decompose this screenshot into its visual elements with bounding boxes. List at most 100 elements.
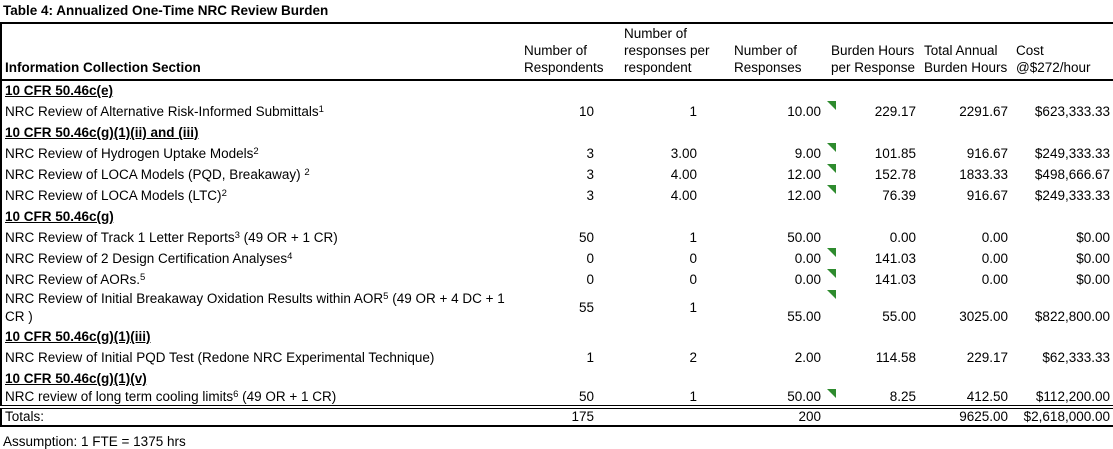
cell-burden-hours-per-response-value: 8.25 bbox=[889, 389, 916, 404]
cell-responses-value: 9.00 bbox=[794, 146, 821, 161]
cell-responses: 50.00 bbox=[731, 389, 836, 407]
table-header: Information Collection Section Number of … bbox=[1, 23, 1113, 81]
row-label: Totals: bbox=[5, 409, 45, 424]
cell-total-annual-burden-hours: 1833.33 bbox=[921, 164, 1013, 185]
cell-responses: 2.00 bbox=[731, 347, 828, 368]
section-heading: 10 CFR 50.46c(g)(1)(ii) and (iii) bbox=[5, 125, 199, 140]
cell-cost: $62,333.33 bbox=[1013, 347, 1113, 368]
row-label: NRC Review of Initial PQD Test (Redone N… bbox=[5, 350, 435, 365]
cell-responses-per-respondent: 0 bbox=[621, 269, 731, 290]
comment-flag-icon bbox=[827, 269, 836, 278]
cell-cost-value: $2,618,000.00 bbox=[1023, 409, 1110, 424]
cell-cost: $623,333.33 bbox=[1013, 101, 1113, 122]
cell-responses: 12.00 bbox=[731, 185, 836, 206]
cell-responses: 12.00 bbox=[731, 164, 836, 185]
cell-respondents-value: 3 bbox=[586, 145, 594, 161]
section-heading: 10 CFR 50.46c(g) bbox=[5, 209, 114, 224]
cell-total-annual-burden-hours: 3025.00 bbox=[921, 290, 1013, 326]
cell-cost: $2,618,000.00 bbox=[1013, 405, 1113, 426]
column-header: Information Collection Section bbox=[1, 23, 521, 81]
cell-total-annual-burden-hours-value: 1833.33 bbox=[959, 167, 1008, 182]
column-header: Burden Hours per Response bbox=[828, 23, 921, 81]
cell-responses-per-respondent-value: 0 bbox=[689, 250, 697, 266]
cell-responses-value: 55.00 bbox=[787, 309, 821, 324]
cell-respondents-value: 3 bbox=[586, 166, 594, 182]
row-label: NRC Review of Hydrogen Uptake Models bbox=[5, 146, 254, 161]
cell-responses: 200 bbox=[731, 405, 828, 426]
cell-total-annual-burden-hours-value: 9625.00 bbox=[959, 409, 1008, 424]
cell-responses-value: 2.00 bbox=[794, 350, 821, 365]
cell-total-annual-burden-hours: 2291.67 bbox=[921, 101, 1013, 122]
table-row: NRC Review of LOCA Models (PQD, Breakawa… bbox=[1, 164, 1113, 185]
footnote-marker: 6 bbox=[233, 388, 239, 400]
cell-responses-value: 0.00 bbox=[794, 272, 821, 287]
cell-responses-value: 0.00 bbox=[794, 251, 821, 266]
cell-respondents-value: 10 bbox=[578, 103, 594, 119]
cell-cost-value: $249,333.33 bbox=[1034, 146, 1110, 161]
row-label: NRC Review of Alternative Risk-Informed … bbox=[5, 104, 319, 119]
row-label: NRC Review of LOCA Models (PQD, Breakawa… bbox=[5, 167, 305, 182]
cell-burden-hours-per-response: 76.39 bbox=[828, 185, 921, 206]
cell-respondents-value: 0 bbox=[586, 250, 594, 266]
footnote-marker: 1 bbox=[318, 103, 324, 115]
cell-cost-value: $0.00 bbox=[1076, 272, 1110, 287]
cell-burden-hours-per-response-value: 114.58 bbox=[875, 350, 916, 365]
burden-table: Information Collection Section Number of … bbox=[0, 22, 1113, 427]
row-label: NRC review of long term cooling limits bbox=[5, 389, 234, 404]
cell-cost-value: $62,333.33 bbox=[1042, 350, 1110, 365]
section-row: 10 CFR 50.46c(e) bbox=[1, 80, 1113, 101]
cell-responses: 55.00 bbox=[731, 290, 836, 326]
footnote-marker: 5 bbox=[383, 290, 389, 302]
row-label-suffix: (49 OR + 4 DC + 1 CR ) bbox=[5, 291, 505, 324]
comment-flag-icon bbox=[827, 185, 836, 194]
footnote-marker: 4 bbox=[287, 250, 293, 262]
cell-respondents: 0 bbox=[521, 269, 621, 290]
header-row: Information Collection Section Number of … bbox=[1, 23, 1113, 81]
row-label: NRC Review of AORs. bbox=[5, 272, 141, 287]
row-label-cell: NRC Review of Initial PQD Test (Redone N… bbox=[1, 347, 521, 368]
section-cell: 10 CFR 50.46c(g)(1)(v) bbox=[1, 368, 1113, 389]
cell-respondents: 10 bbox=[521, 101, 621, 122]
cell-responses-per-respondent: 2 bbox=[621, 347, 731, 368]
cell-burden-hours-per-response-value: 55.00 bbox=[882, 309, 916, 324]
row-label-cell: NRC Review of 2 Design Certification Ana… bbox=[1, 248, 521, 269]
footnote-marker: 3 bbox=[234, 229, 240, 241]
footnote-marker: 2 bbox=[304, 166, 310, 178]
cell-responses: 9.00 bbox=[731, 143, 836, 164]
comment-flag-icon bbox=[827, 248, 836, 257]
cell-responses: 0.00 bbox=[731, 248, 836, 269]
column-header: Number of responses per respondent bbox=[621, 23, 731, 81]
footnote-marker: 5 bbox=[140, 271, 146, 283]
table-row: NRC Review of LOCA Models (LTC)2 3 4.00 12.… bbox=[1, 185, 1113, 206]
cell-burden-hours-per-response-value: 101.85 bbox=[874, 146, 916, 161]
table-row: NRC Review of Alternative Risk-Informed … bbox=[1, 101, 1113, 122]
section-heading: 10 CFR 50.46c(e) bbox=[5, 83, 114, 98]
cell-total-annual-burden-hours-value: 2291.67 bbox=[959, 104, 1008, 119]
table-row: NRC Review of Initial PQD Test (Redone N… bbox=[1, 347, 1113, 368]
cell-respondents: 3 bbox=[521, 164, 621, 185]
section-cell: 10 CFR 50.46c(g)(1)(iii) bbox=[1, 326, 1113, 347]
cell-cost: $822,800.00 bbox=[1013, 290, 1113, 326]
cell-respondents-value: 3 bbox=[586, 187, 594, 203]
cell-burden-hours-per-response: 229.17 bbox=[828, 101, 921, 122]
table-row: NRC Review of Hydrogen Uptake Models2 3 3.… bbox=[1, 143, 1113, 164]
cell-total-annual-burden-hours-value: 412.50 bbox=[966, 389, 1008, 404]
totals-row: Totals: 175 200 9625.00 $2,618,000.00 bbox=[1, 405, 1113, 426]
cell-responses-per-respondent: 1 bbox=[621, 101, 731, 122]
cell-respondents-value: 50 bbox=[578, 229, 594, 245]
cell-respondents-value: 175 bbox=[571, 409, 594, 424]
row-label-suffix: (49 OR + 1 CR) bbox=[238, 389, 337, 404]
row-label-cell: NRC review of long term cooling limits6 … bbox=[1, 389, 521, 407]
cell-respondents: 0 bbox=[521, 248, 621, 269]
cell-total-annual-burden-hours: 0.00 bbox=[921, 269, 1013, 290]
section-row: 10 CFR 50.46c(g)(1)(v) bbox=[1, 368, 1113, 389]
cell-total-annual-burden-hours-value: 916.67 bbox=[966, 146, 1008, 161]
cell-responses-per-respondent: 1 bbox=[621, 290, 731, 326]
cell-total-annual-burden-hours: 916.67 bbox=[921, 143, 1013, 164]
cell-respondents: 3 bbox=[521, 143, 621, 164]
table-row: NRC Review of 2 Design Certification Ana… bbox=[1, 248, 1113, 269]
cell-respondents: 1 bbox=[521, 347, 621, 368]
cell-cost-value: $822,800.00 bbox=[1034, 309, 1110, 324]
assumption-note: Assumption: 1 FTE = 1375 hrs bbox=[3, 434, 186, 449]
cell-total-annual-burden-hours: 412.50 bbox=[921, 389, 1013, 407]
